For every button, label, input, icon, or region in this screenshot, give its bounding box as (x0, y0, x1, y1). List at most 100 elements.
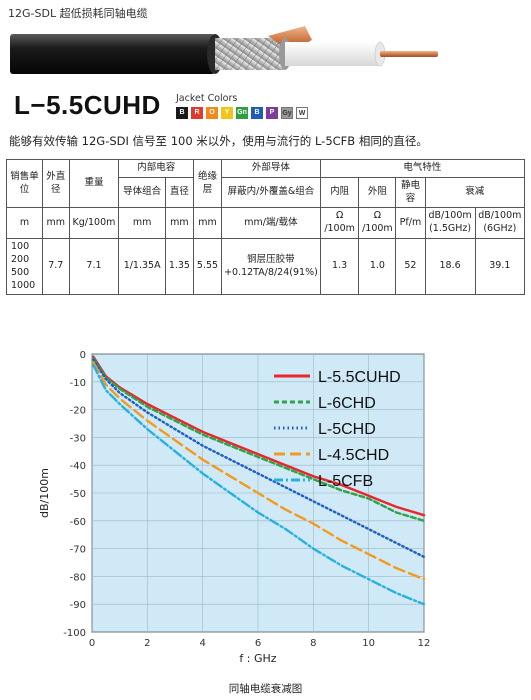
cable-braid (215, 38, 285, 70)
jacket-swatch-0: B (176, 107, 188, 119)
x-axis-label: f : GHz (239, 652, 276, 665)
y-tick-label: -90 (70, 600, 86, 611)
unit-inner-res: Ω /100m (319, 207, 360, 240)
jacket-swatch-1: R (191, 107, 203, 119)
cable-jacket (10, 34, 215, 74)
value-cond-combo: 1/1.35A (118, 238, 166, 296)
series-line-L-5CHD (92, 358, 426, 559)
chart-caption: 同轴电缆衰减图 (228, 683, 303, 695)
jacket-swatch-3: Y (221, 107, 233, 119)
jacket-swatch-7: Gy (281, 107, 293, 119)
header-inner-conductor: 内部电容 (118, 159, 194, 178)
value-outer-res: 1.0 (358, 238, 397, 296)
header-outer-res: 外阻 (358, 176, 397, 209)
jacket-swatch-row: B R O Y Gn B P Gy W (176, 107, 308, 119)
sales-200: 200 (11, 253, 30, 265)
y-axis-label: dB/100m (38, 468, 51, 518)
value-shield: 铜层压胶带 +0.12TA/8/24(91%) (221, 238, 321, 296)
y-tick-label: -50 (70, 489, 86, 500)
jacket-colors-label: Jacket Colors (176, 93, 238, 104)
y-tick-label: -30 (70, 433, 86, 444)
value-inner-res: 1.3 (319, 238, 360, 296)
description: 能够有效传输 12G-SDI 信号至 100 米以外，使用与流行的 L-5CFB… (9, 134, 428, 148)
value-dia: 1.35 (164, 238, 194, 296)
header-dia: 直径 (164, 176, 194, 209)
unit-insulation: mm (192, 207, 223, 240)
jacket-swatch-5: B (251, 107, 263, 119)
jacket-swatch-4: Gn (236, 107, 248, 119)
value-insulation: 5.55 (192, 238, 223, 296)
series-line-L-4.5CHD (92, 361, 426, 581)
jacket-swatch-8: W (296, 107, 308, 119)
header-outer-conductor: 外部导体 (221, 159, 321, 178)
header-weight: 重量 (68, 158, 120, 209)
unit-cond-combo: mm (118, 207, 166, 240)
unit-outer-dia: mm (41, 207, 70, 240)
unit-capacitance: Pf/m (395, 207, 426, 240)
unit-sales: m (6, 207, 43, 240)
cable-illustration (10, 26, 438, 74)
spec-table: 销售单位 外直径 重量 内部电容 绝缘层 外部导体 电气特性 导体组合 直径 屏… (6, 158, 526, 296)
table-units-row: m mm Kg/100m mm mm mm mm/端/载体 Ω /100m Ω … (6, 207, 526, 240)
unit-att-15ghz: dB/100m (1.5GHz) (424, 207, 476, 240)
legend-label-L-4.5CHD: L-4.5CHD (318, 447, 389, 464)
attenuation-chart: 0 -10 -20 -30 -40 -50 -60 -70 -80 -90 -100 0 2 4 6 8 10 1… (30, 344, 470, 684)
header-outer-dia: 外直径 (41, 158, 70, 209)
x-tick-label: 12 (418, 638, 431, 649)
x-tick-label: 6 (255, 638, 261, 649)
table-row: 100 200 500 1000 7.7 7.1 1/1.35A 1.35 5.… (6, 238, 526, 296)
y-tick-label: -80 (70, 572, 86, 583)
header-electrical: 电气特性 (319, 159, 526, 178)
header-sales-unit: 销售单位 (6, 158, 43, 209)
value-att-6ghz: 39.1 (474, 238, 526, 296)
unit-att-6ghz: dB/100m (6GHz) (474, 207, 526, 240)
value-capacitance: 52 (395, 238, 426, 296)
y-tick-label: -70 (70, 545, 86, 556)
legend-label-L-6CHD: L-6CHD (318, 395, 376, 412)
series-line-L-5CFB (92, 363, 426, 606)
header-attenuation: 衰减 (424, 176, 526, 209)
chart-svg: 0-10-20-30-40-50-60-70-80-90-1000 2 4 6 8 10 1… (38, 350, 431, 665)
sales-100: 100 (11, 241, 30, 253)
header-insulation: 绝缘层 (192, 158, 223, 209)
legend-label-L-5.5CUHD: L-5.5CUHD (318, 369, 401, 386)
y-tick-label: -40 (70, 461, 86, 472)
shield-line-2: +0.12TA/8/24(91%) (224, 266, 318, 278)
header-shield: 屏蔽内/外覆盖&组合 (221, 176, 321, 209)
header-inner-res: 内阻 (319, 176, 360, 209)
y-tick-label: -60 (70, 517, 86, 528)
value-sales: 100 200 500 1000 (6, 238, 43, 296)
series-line-L-6CHD (92, 357, 426, 522)
cable-insulation (285, 42, 380, 66)
y-tick-label: -10 (70, 378, 86, 389)
cable-conductor (380, 51, 438, 57)
y-tick-label: -20 (70, 406, 86, 417)
x-tick-label: 2 (144, 638, 150, 649)
x-tick-label: 0 (89, 638, 95, 649)
jacket-colors: Jacket Colors B R O Y Gn B P Gy W (176, 93, 308, 119)
y-tick-label: 0 (80, 350, 86, 361)
jacket-swatch-2: O (206, 107, 218, 119)
x-tick-label: 4 (199, 638, 205, 649)
series-line-L-5.5CUHD (92, 355, 426, 517)
sales-1000: 1000 (11, 279, 36, 291)
value-att-15ghz: 18.6 (424, 238, 476, 296)
x-tick-label: 10 (362, 638, 375, 649)
unit-dia: mm (164, 207, 194, 240)
unit-weight: Kg/100m (68, 207, 120, 240)
unit-outer-res: Ω /100m (358, 207, 397, 240)
value-outer-dia: 7.7 (41, 238, 70, 296)
value-weight: 7.1 (68, 238, 120, 296)
header-cond-combo: 导体组合 (118, 176, 166, 209)
shield-line-1: 铜层压胶带 (247, 253, 295, 265)
sales-500: 500 (11, 266, 30, 278)
legend-label-L-5CFB: L-5CFB (318, 473, 373, 490)
page-title: 12G-SDL 超低损耗同轴电缆 (8, 7, 148, 20)
x-tick-label: 8 (310, 638, 316, 649)
jacket-swatch-6: P (266, 107, 278, 119)
legend-label-L-5CHD: L-5CHD (318, 421, 376, 438)
unit-shield: mm/端/载体 (221, 207, 321, 240)
table-header-row: 销售单位 外直径 重量 内部电容 绝缘层 外部导体 电气特性 (6, 158, 526, 209)
table-subheader-row: 导体组合 直径 屏蔽内/外覆盖&组合 内阻 外阻 静电容 衰减 (7, 176, 526, 209)
model-name: L−5.5CUHD (14, 90, 161, 120)
